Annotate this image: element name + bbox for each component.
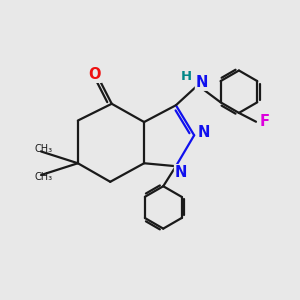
Text: O: O: [89, 67, 101, 82]
Text: N: N: [197, 125, 210, 140]
Text: CH₃: CH₃: [34, 144, 53, 154]
Text: F: F: [259, 114, 269, 129]
Text: CH₃: CH₃: [34, 172, 53, 182]
Text: N: N: [175, 165, 188, 180]
Text: N: N: [196, 75, 208, 90]
Text: H: H: [181, 70, 192, 83]
